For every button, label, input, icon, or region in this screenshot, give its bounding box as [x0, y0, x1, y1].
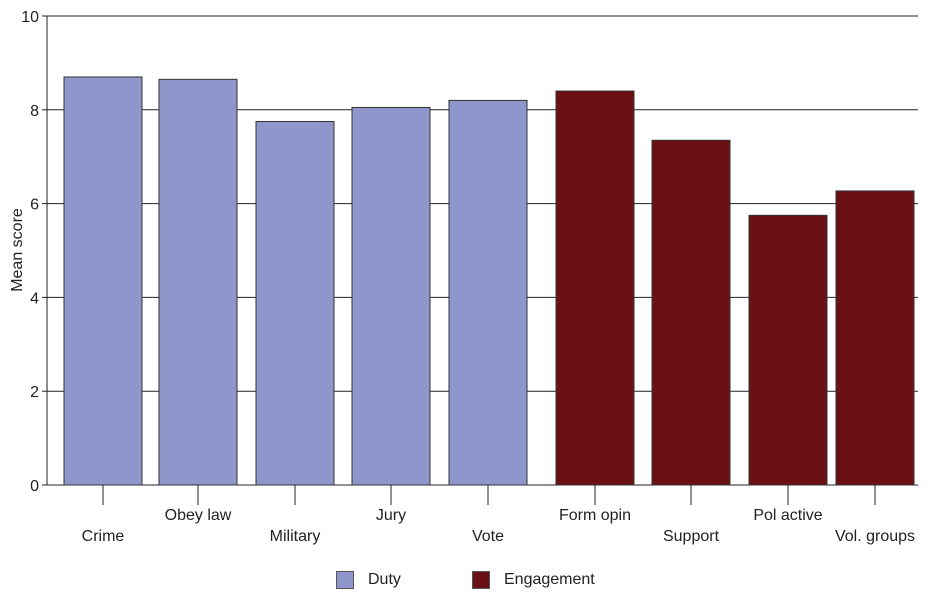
bar-crime — [63, 76, 143, 486]
bar-pol-active — [748, 214, 828, 486]
x-tick-label: Vol. groups — [835, 528, 915, 545]
y-tick-label: 0 — [30, 478, 39, 495]
bar-military — [255, 121, 335, 486]
bars — [63, 76, 915, 486]
bar-vote — [448, 99, 528, 486]
x-tick-label: Pol active — [753, 507, 822, 524]
legend-swatch-duty — [336, 571, 354, 589]
x-tick-label: Vote — [472, 528, 504, 545]
legend-label-duty: Duty — [368, 571, 401, 588]
bar-chart: 0 2 4 6 8 10 Crime Obey law Military Jury Vote For… — [9, 9, 918, 545]
x-ticks: Crime Obey law Military Jury Vote Form opin Su… — [82, 485, 915, 545]
x-tick-label: Obey law — [165, 507, 232, 524]
x-tick-label: Crime — [82, 528, 125, 545]
legend-item-engagement: Engagement — [472, 568, 595, 592]
x-tick-label: Jury — [376, 507, 406, 524]
x-tick-label: Military — [270, 528, 321, 545]
bar-vol-groups — [835, 190, 915, 486]
y-tick-label: 8 — [30, 103, 39, 120]
x-tick-label: Support — [663, 528, 720, 545]
bar-obey-law — [158, 78, 238, 486]
x-tick-label: Form opin — [559, 507, 631, 524]
bar-form-opin — [555, 90, 635, 486]
legend: Duty Engagement — [0, 568, 946, 594]
bar-support — [651, 139, 731, 486]
y-tick-label: 2 — [30, 384, 39, 401]
legend-swatch-engagement — [472, 571, 490, 589]
bar-jury — [351, 106, 431, 486]
legend-item-duty: Duty — [336, 568, 401, 592]
y-ticks: 0 2 4 6 8 10 — [21, 9, 47, 495]
y-tick-label: 10 — [21, 9, 39, 26]
legend-label-engagement: Engagement — [504, 571, 595, 588]
y-tick-label: 4 — [30, 290, 39, 307]
y-tick-label: 6 — [30, 197, 39, 214]
y-axis-title: Mean score — [9, 208, 26, 292]
